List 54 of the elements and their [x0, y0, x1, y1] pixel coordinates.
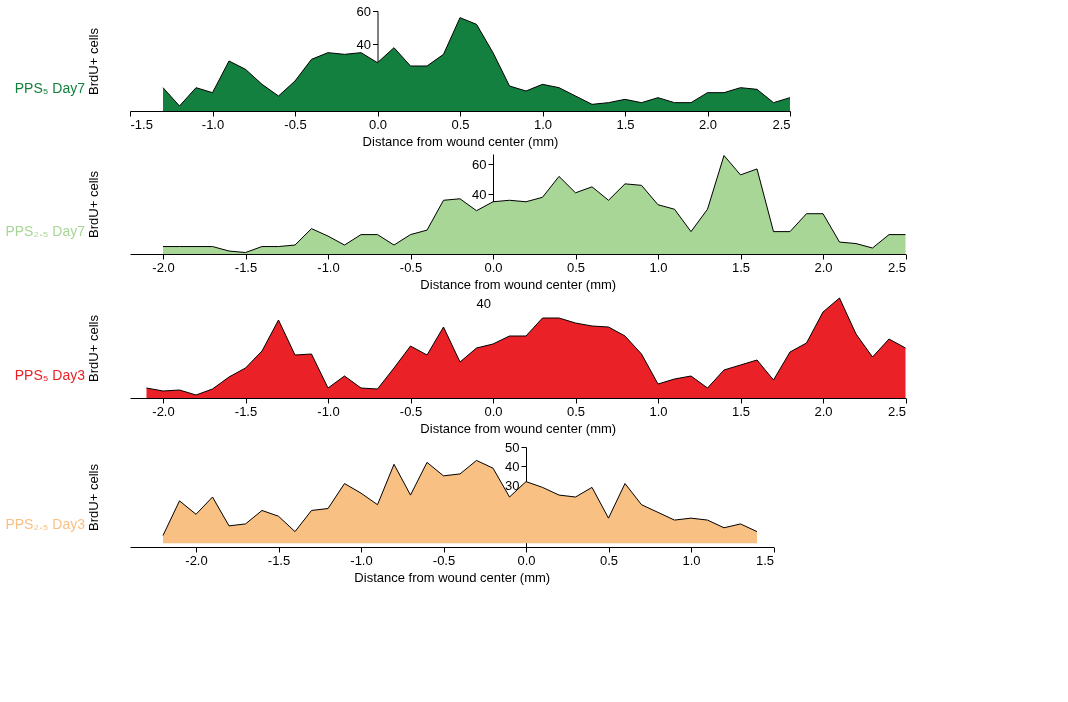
x-tick-label: -2.0 — [185, 552, 208, 568]
x-tick-label: -0.5 — [399, 259, 423, 275]
x-tick-label: 2.5 — [887, 403, 906, 419]
x-tick-label: 1.5 — [616, 116, 635, 132]
x-tick-label: 0.0 — [484, 403, 503, 419]
x-axis-title: Distance from wound center (mm) — [420, 420, 617, 436]
x-tick-label: 1.0 — [649, 403, 668, 419]
text: PPS₂.₅ Day3 — [5, 516, 86, 532]
text: PPS₅ Day7 — [14, 80, 86, 96]
x-tick-label: -1.0 — [350, 552, 373, 568]
x-tick-label: -0.5 — [432, 552, 456, 568]
x-tick-label: -1.5 — [234, 259, 258, 275]
x-tick-label: 0.5 — [566, 403, 586, 419]
y-tick-label: 40 — [505, 458, 520, 474]
x-axis-title: Distance from wound center (mm) — [362, 133, 559, 149]
x-tick-label: 1.0 — [682, 552, 701, 568]
x-tick-label: -1.5 — [267, 552, 291, 568]
y-tick-label: 60 — [472, 156, 487, 172]
x-tick-label: 0.0 — [368, 116, 388, 132]
x-tick-label: -1.0 — [317, 403, 340, 419]
x-tick-label: 1.0 — [533, 116, 553, 132]
x-tick-label: -1.5 — [130, 116, 153, 132]
x-tick-label: 0.0 — [484, 259, 503, 275]
x-tick-label: -0.5 — [284, 116, 307, 132]
y-axis-title: BrdU+ cells — [85, 27, 101, 95]
y-axis-title: BrdU+ cells — [85, 314, 101, 382]
y-axis-title: BrdU+ cells — [85, 463, 101, 531]
x-tick-label: 0.5 — [599, 552, 619, 568]
x-tick-label: 0.5 — [566, 259, 586, 275]
y-tick-label: 50 — [505, 439, 520, 455]
x-tick-label: 1.5 — [755, 552, 774, 568]
x-tick-label: -1.0 — [201, 116, 225, 132]
x-tick-label: 2.5 — [887, 259, 906, 275]
text: PPS₅ Day3 — [14, 367, 86, 383]
y-axis-title: BrdU+ cells — [85, 170, 101, 238]
x-tick-label: -2.0 — [152, 403, 175, 419]
x-tick-label: 1.0 — [649, 259, 668, 275]
x-tick-label: -0.5 — [399, 403, 423, 419]
x-tick-label: 2.0 — [698, 116, 718, 132]
x-tick-label: 0.0 — [517, 552, 536, 568]
x-tick-label: -1.0 — [317, 259, 340, 275]
text: PPS₂.₅ Day7 — [5, 223, 86, 239]
y-tick-label: 30 — [505, 477, 520, 493]
x-tick-label: 1.5 — [731, 403, 751, 419]
x-tick-label: 1.5 — [731, 259, 751, 275]
x-tick-label: -1.5 — [234, 403, 258, 419]
y-tick-label: 60 — [356, 3, 371, 19]
x-tick-label: -2.0 — [152, 259, 175, 275]
x-axis-title: Distance from wound center (mm) — [354, 569, 551, 585]
x-tick-label: 2.5 — [772, 116, 791, 132]
x-tick-label: 2.0 — [814, 403, 833, 419]
x-tick-label: 0.5 — [451, 116, 470, 132]
x-tick-label: 2.0 — [814, 259, 833, 275]
x-axis-title: Distance from wound center (mm) — [420, 276, 617, 292]
